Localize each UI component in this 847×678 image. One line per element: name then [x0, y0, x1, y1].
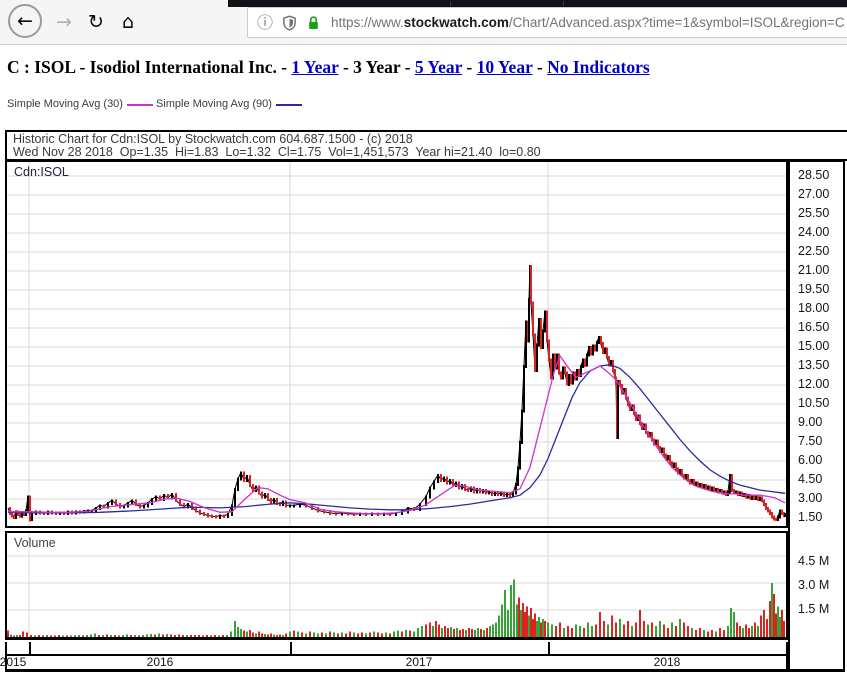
reload-button[interactable]: ↻	[80, 6, 112, 38]
volume-label: Volume	[14, 536, 56, 550]
price-axis-label: 7.50	[798, 434, 823, 448]
range-link-10-year[interactable]: 10 Year	[476, 57, 533, 77]
back-button[interactable]: ←	[8, 4, 42, 38]
url-text: https://www.stockwatch.com/Chart/Advance…	[331, 15, 845, 30]
url-host: stockwatch.com	[403, 15, 509, 30]
forward-button[interactable]: →	[48, 6, 80, 38]
year-tick	[290, 642, 292, 654]
url-path: /Chart/Advanced.aspx?time=1&symbol=ISOL&…	[508, 15, 845, 30]
page-title: C : ISOL - Isodiol International Inc. - …	[7, 57, 837, 81]
price-axis-label: 24.00	[798, 225, 830, 239]
no-indicators-link[interactable]: No Indicators	[547, 57, 650, 77]
price-axis-label: 27.00	[798, 187, 830, 201]
range-link-1-year[interactable]: 1 Year	[291, 57, 339, 77]
separator: -	[400, 57, 415, 77]
symbol-title: C : ISOL - Isodiol International Inc.	[7, 57, 277, 77]
chart-header: Historic Chart for Cdn:ISOL by Stockwatc…	[5, 130, 847, 161]
info-icon[interactable]: ⓘ	[257, 12, 274, 32]
range-current-3-year: 3 Year	[353, 57, 401, 77]
price-axis-label: 28.50	[798, 168, 830, 182]
price-axis-label: 15.00	[798, 339, 830, 353]
price-axis-label: 18.00	[798, 301, 830, 315]
y-axis-column: 28.50 27.00 25.50 24.00 22.50 21.00 19.50 18.00…	[788, 160, 845, 672]
price-axis-label: 1.50	[798, 510, 823, 524]
year-label-2018: 2018	[653, 655, 681, 669]
volume-axis-label: 1.5 M	[798, 602, 830, 616]
price-axis-label: 12.00	[798, 377, 830, 391]
price-axis-label: 9.00	[798, 415, 823, 429]
chart-stats-line: Wed Nov 28 2018 Op=1.35 Hi=1.83 Lo=1.32 …	[13, 145, 541, 159]
shield-icon[interactable]	[282, 14, 297, 31]
chart-title: Historic Chart for Cdn:ISOL by Stockwatc…	[13, 132, 413, 146]
year-label-2015: 2015	[0, 655, 27, 669]
price-axis-label: 25.50	[798, 206, 830, 220]
separator: -	[338, 57, 354, 77]
price-axis-label: 4.50	[798, 472, 823, 486]
volume-panel: Volume	[5, 531, 788, 640]
separator: -	[532, 57, 548, 77]
legend-line-swatch	[275, 103, 302, 106]
year-tick	[548, 642, 550, 654]
price-panel: Cdn:ISOL	[5, 160, 788, 528]
legend-line-swatch	[126, 103, 153, 106]
url-scheme: https://www.	[331, 15, 404, 30]
price-axis-label: 16.50	[798, 320, 830, 334]
tab-strip	[228, 0, 847, 7]
price-axis-label: 21.00	[798, 263, 830, 277]
range-link-5-year[interactable]: 5 Year	[414, 57, 463, 77]
stock-chart: Historic Chart for Cdn:ISOL by Stockwatc…	[0, 130, 847, 672]
home-button[interactable]: ⌂	[112, 6, 144, 38]
separator: -	[462, 57, 477, 77]
separator: -	[276, 57, 292, 77]
legend-label-sma30: Simple Moving Avg (30)	[7, 98, 123, 110]
legend-label-sma90: Simple Moving Avg (90)	[155, 98, 272, 110]
volume-axis-label: 4.5 M	[798, 554, 830, 568]
year-label-2016: 2016	[146, 655, 174, 669]
tab-separator	[563, 1, 564, 6]
year-tick	[29, 642, 31, 654]
year-label-2017: 2017	[405, 655, 433, 669]
price-axis-label: 6.00	[798, 453, 823, 467]
symbol-watermark: Cdn:ISOL	[14, 165, 69, 179]
tab-separator	[450, 1, 451, 6]
sma-legend: Simple Moving Avg (30) Simple Moving Avg …	[7, 96, 305, 112]
x-axis-year-row: 2015 2016 2017 2018	[0, 654, 788, 672]
browser-toolbar: ← → ↻ ⌂ ⓘ https://www.stockwatch.com/Cha…	[0, 0, 847, 45]
price-axis-label: 3.00	[798, 491, 823, 505]
price-axis-label: 10.50	[798, 396, 830, 410]
price-axis-label: 22.50	[798, 244, 830, 258]
price-axis-label: 13.50	[798, 358, 830, 372]
price-axis-label: 19.50	[798, 282, 830, 296]
volume-axis-label: 3.0 M	[798, 578, 830, 592]
url-bar[interactable]: ⓘ https://www.stockwatch.com/Chart/Advan…	[247, 7, 847, 38]
lock-icon[interactable]	[306, 15, 321, 31]
x-axis-tick-row	[5, 642, 788, 654]
